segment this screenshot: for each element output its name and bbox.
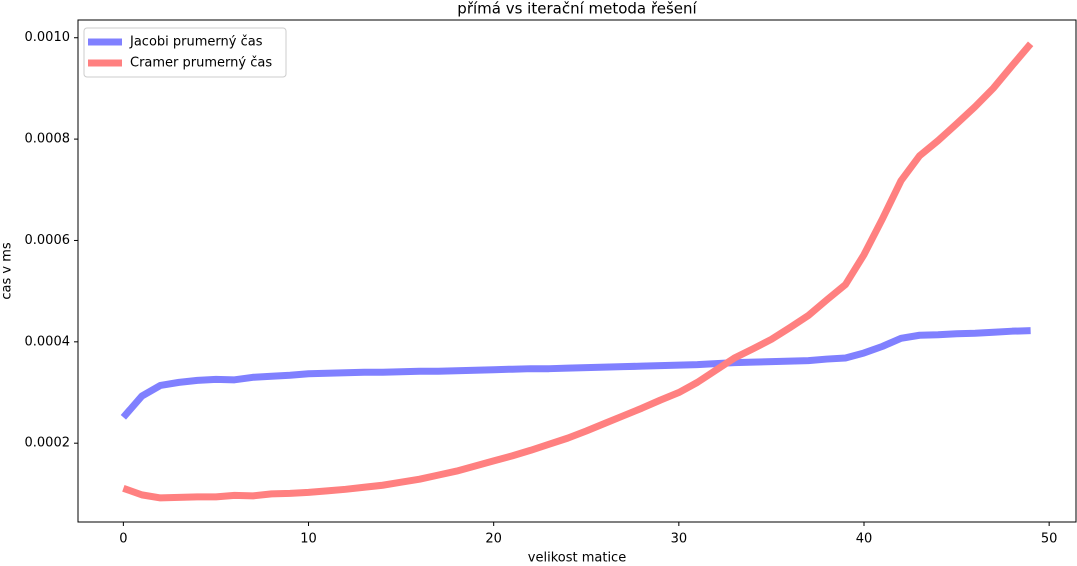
x-tick-label: 40 [856,532,873,547]
x-tick-label: 50 [1041,532,1058,547]
x-tick-label: 20 [485,532,502,547]
x-tick-label: 30 [671,532,688,547]
y-tick-label: 0.0008 [25,132,71,147]
line-series [120,327,1031,420]
y-tick-label: 0.0010 [25,30,71,45]
chart-title: přímá vs iterační metoda řešení [457,0,697,18]
legend-box [83,27,287,78]
legend-label: Cramer prumerný čas [130,56,272,71]
line-series [122,41,1034,502]
y-tick-label: 0.0004 [25,334,71,349]
x-axis-label: velikost matice [528,551,626,566]
x-tick-label: 0 [119,532,127,547]
y-axis-label: cas v ms [0,242,15,300]
plot-frame [77,19,1077,523]
y-tick-label: 0.0002 [25,436,71,451]
y-tick-label: 0.0006 [25,233,71,248]
legend-label: Jacobi prumerný čas [129,35,263,50]
x-tick-label: 10 [300,532,317,547]
